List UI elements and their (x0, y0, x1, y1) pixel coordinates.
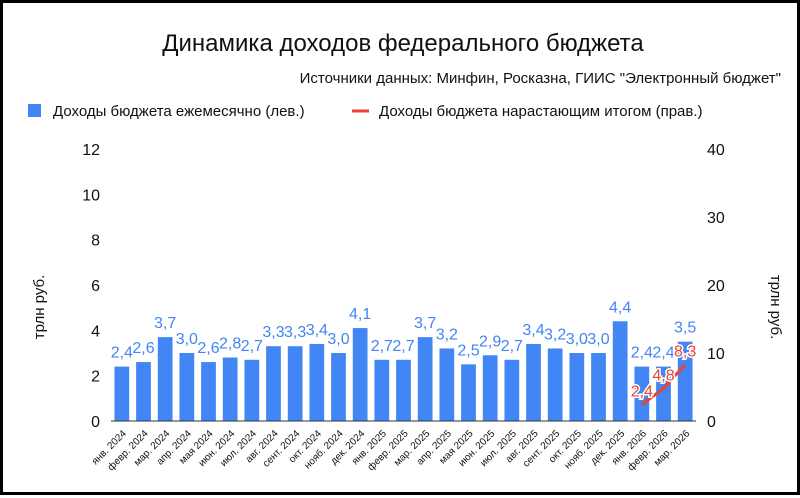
bar (547, 348, 563, 421)
bar-value-label: 3,3 (262, 324, 284, 341)
bar (266, 346, 281, 421)
bar (114, 366, 130, 421)
legend-line-label: Доходы бюджета нарастающим итогом (прав.… (379, 103, 703, 120)
bar (439, 348, 455, 421)
bar-value-label: 2,7 (501, 338, 523, 355)
bar (179, 353, 195, 421)
bar-value-label: 2,5 (457, 342, 479, 359)
bar (417, 337, 433, 421)
legend-bar-label: Доходы бюджета ежемесячно (лев.) (53, 103, 305, 120)
bar (157, 337, 173, 421)
bar (244, 359, 260, 421)
cumulative-line-series: 2,44,88,3 (629, 342, 698, 406)
bar (396, 359, 411, 421)
bar (374, 359, 390, 421)
bar (634, 366, 650, 421)
bar (656, 366, 671, 421)
cumulative-line (640, 363, 687, 406)
y-left-tick-label: 12 (82, 142, 100, 159)
revenue-chart: Динамика доходов федерального бюджета Ис… (28, 30, 784, 473)
y-left-tick-label: 2 (91, 369, 100, 386)
bar-value-label: 2,8 (219, 336, 241, 353)
bar-value-label: 2,9 (479, 333, 501, 350)
bar (504, 359, 520, 421)
chart-title: Динамика доходов федерального бюджета (162, 30, 644, 57)
bar-value-label: 3,7 (154, 315, 176, 332)
y-axis-left-title: трлн руб. (31, 275, 48, 340)
bar (526, 343, 541, 421)
line-value-label: 2,4 (631, 384, 653, 401)
bar-value-label: 3,7 (414, 315, 436, 332)
y-right-tick-label: 20 (707, 278, 725, 295)
bar (461, 364, 476, 421)
bar-value-label: 3,5 (674, 320, 696, 337)
y-right-tick-label: 0 (707, 414, 716, 431)
bar (612, 321, 628, 421)
y-left-tick-label: 4 (91, 323, 100, 340)
legend: Доходы бюджета ежемесячно (лев.) Доходы … (28, 103, 703, 120)
bar-value-label: 2,6 (132, 340, 154, 357)
bar (569, 353, 585, 421)
y-left-tick-label: 0 (91, 414, 100, 431)
bar-value-label: 4,1 (349, 306, 371, 323)
y-right-tick-label: 10 (707, 346, 725, 363)
bar (309, 343, 325, 421)
y-right-tick-label: 40 (707, 142, 725, 159)
bar (352, 328, 368, 421)
bar-value-label: 2,4 (631, 345, 653, 362)
bar (482, 355, 498, 421)
line-value-label: 8,3 (674, 344, 696, 361)
bar-value-label: 3,4 (306, 322, 328, 339)
y-axis-right-ticks: 0 10 20 30 40 (707, 142, 725, 431)
bar-value-label: 3,0 (327, 331, 349, 348)
bar-value-label: 3,0 (566, 331, 588, 348)
bar (222, 357, 238, 421)
bar (677, 341, 693, 421)
y-right-tick-label: 30 (707, 210, 725, 227)
chart-subtitle: Источники данных: Минфин, Росказна, ГИИС… (300, 70, 781, 87)
y-left-tick-label: 10 (82, 187, 100, 204)
bar-value-label: 3,3 (284, 324, 306, 341)
bar-value-label: 2,7 (241, 338, 263, 355)
bar-value-label: 2,7 (371, 338, 393, 355)
bar-series (114, 321, 693, 421)
bar (136, 362, 151, 421)
bar-value-label: 2,7 (392, 338, 414, 355)
bar (331, 353, 346, 421)
y-left-tick-label: 8 (91, 233, 100, 250)
bar-value-label: 4,4 (609, 299, 631, 316)
bar-value-label: 2,6 (197, 340, 219, 357)
line-value-label: 4,8 (652, 367, 674, 384)
bar-value-labels: 2,4 2,63,73,02,6 2,8 2,73,3 3,3 3,43,04,12,7 2… (111, 299, 697, 361)
y-left-tick-label: 6 (91, 278, 100, 295)
y-axis-left-ticks: 0 2 4 6 8 10 12 (82, 142, 100, 431)
y-axis-right-title: трлн руб. (767, 275, 784, 340)
bar-value-label: 2,4 (652, 345, 674, 362)
bar (201, 362, 216, 421)
bar-value-label: 3,4 (522, 322, 544, 339)
legend-bar-swatch (28, 104, 41, 117)
bar-value-label: 3,2 (544, 326, 566, 343)
bar-value-label: 2,4 (111, 345, 133, 362)
bar (287, 346, 303, 421)
bar-value-label: 3,0 (176, 331, 198, 348)
bar (591, 353, 606, 421)
bar-value-label: 3,2 (436, 326, 458, 343)
bar-value-label: 3,0 (587, 331, 609, 348)
